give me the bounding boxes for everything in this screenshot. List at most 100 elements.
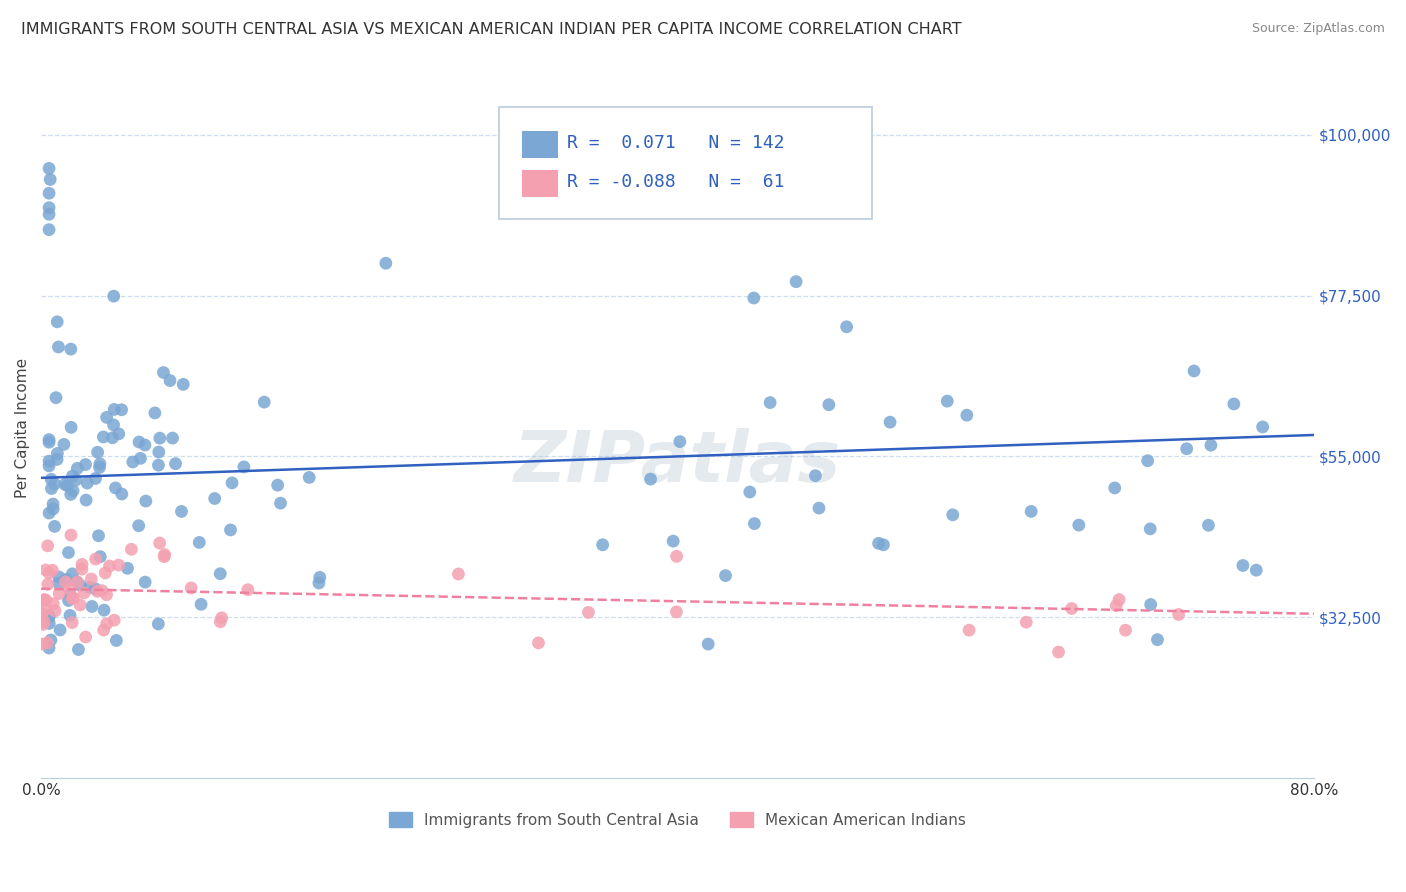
Point <box>527 636 550 650</box>
Point <box>957 623 980 637</box>
Point <box>94 566 117 580</box>
Point <box>89 460 111 475</box>
Point <box>219 523 242 537</box>
Point <box>60 591 83 606</box>
Point <box>93 603 115 617</box>
Point <box>1197 518 1219 533</box>
Point <box>46 452 69 467</box>
Point <box>58 593 80 607</box>
Point <box>62 483 84 498</box>
Point <box>44 604 66 618</box>
Point <box>104 481 127 495</box>
Point <box>70 558 93 572</box>
Point <box>107 558 129 573</box>
Point <box>38 222 60 236</box>
Point <box>62 591 84 605</box>
Point <box>665 605 688 619</box>
Point <box>31 607 53 621</box>
Point <box>45 391 67 405</box>
Point <box>38 201 60 215</box>
Point <box>55 573 77 587</box>
Point <box>128 518 150 533</box>
Point <box>58 582 80 596</box>
Point <box>96 410 118 425</box>
Point <box>188 535 211 549</box>
Point <box>1223 397 1246 411</box>
Point <box>35 593 58 607</box>
Point <box>956 408 979 422</box>
Point <box>742 291 765 305</box>
Point <box>65 473 87 487</box>
Point <box>111 487 134 501</box>
Point <box>79 581 101 595</box>
Point <box>58 545 80 559</box>
Point <box>38 506 60 520</box>
Point <box>38 433 60 447</box>
Point <box>80 599 103 614</box>
Point <box>55 574 77 589</box>
Point <box>785 275 807 289</box>
Legend: Immigrants from South Central Asia, Mexican American Indians: Immigrants from South Central Asia, Mexi… <box>382 805 972 834</box>
Point <box>48 340 70 354</box>
Point <box>165 457 187 471</box>
Point <box>180 581 202 595</box>
Point <box>107 426 129 441</box>
Point <box>162 431 184 445</box>
Point <box>70 562 93 576</box>
Point <box>38 641 60 656</box>
Point <box>89 549 111 564</box>
Point <box>121 455 143 469</box>
Point <box>153 549 176 564</box>
Point <box>42 497 65 511</box>
Point <box>35 563 58 577</box>
Point <box>84 471 107 485</box>
Point <box>1139 522 1161 536</box>
Point <box>1146 632 1168 647</box>
Point <box>744 516 766 531</box>
Point <box>266 478 288 492</box>
Text: ZIPatlas: ZIPatlas <box>513 428 841 498</box>
Point <box>270 496 292 510</box>
Point <box>89 457 111 471</box>
Point <box>209 615 232 629</box>
Point <box>172 377 194 392</box>
Point <box>60 469 83 483</box>
Point <box>69 598 91 612</box>
Point <box>75 630 97 644</box>
Point <box>308 570 330 584</box>
Point <box>38 566 60 580</box>
Point <box>103 417 125 432</box>
Point <box>1244 563 1267 577</box>
Point <box>46 446 69 460</box>
Point <box>153 548 176 562</box>
Point <box>31 617 53 632</box>
Point <box>110 402 132 417</box>
Point <box>148 445 170 459</box>
Point <box>592 538 614 552</box>
Point <box>73 586 96 600</box>
Point <box>48 586 70 600</box>
Point <box>62 566 84 581</box>
Point <box>662 534 685 549</box>
Point <box>105 633 128 648</box>
Point <box>39 472 62 486</box>
Point <box>37 636 59 650</box>
Point <box>759 395 782 409</box>
Point <box>942 508 965 522</box>
Point <box>86 445 108 459</box>
Point <box>53 477 76 491</box>
Point <box>49 623 72 637</box>
Point <box>1182 364 1205 378</box>
Point <box>1136 454 1159 468</box>
Point <box>936 394 959 409</box>
Point <box>46 315 69 329</box>
Point <box>41 563 63 577</box>
Point <box>1139 598 1161 612</box>
Point <box>129 451 152 466</box>
Point <box>103 402 125 417</box>
Point <box>148 617 170 632</box>
Point <box>669 434 692 449</box>
Point <box>236 582 259 597</box>
Point <box>59 342 82 356</box>
Point <box>204 491 226 506</box>
